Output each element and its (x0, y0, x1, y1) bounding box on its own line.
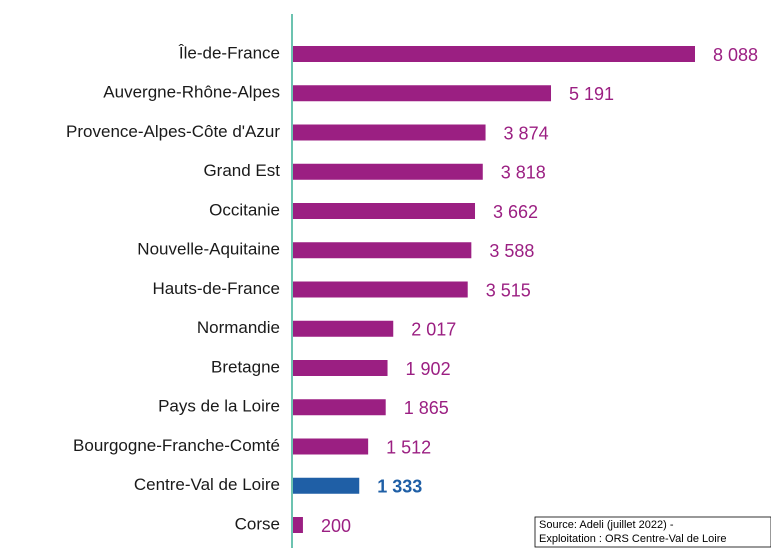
bar (293, 46, 695, 62)
bar (293, 399, 386, 416)
value-label: 5 191 (569, 84, 614, 104)
source-line: Source: Adeli (juillet 2022) - (539, 519, 674, 531)
value-label: 1 865 (404, 398, 449, 418)
value-label: 1 902 (406, 359, 451, 379)
bar (293, 163, 483, 180)
value-label: 3 818 (501, 163, 546, 183)
bar (293, 320, 394, 337)
value-label: 1 512 (386, 437, 431, 457)
category-label: Grand Est (203, 161, 280, 180)
bar (293, 85, 552, 102)
bar (293, 517, 303, 533)
source-box (534, 516, 771, 548)
bar (293, 124, 486, 141)
category-label: Provence-Alpes-Côte d'Azur (66, 122, 280, 141)
category-label: Normandie (197, 318, 280, 337)
category-label: Nouvelle-Aquitaine (137, 240, 280, 259)
bar (293, 242, 472, 259)
category-label: Bourgogne-Franche-Comté (73, 436, 280, 455)
source-line: Exploitation : ORS Centre-Val de Loire (539, 533, 727, 545)
value-label: 3 515 (486, 280, 531, 300)
bar (293, 281, 468, 298)
category-label: Corse (235, 514, 280, 533)
category-label: Auvergne-Rhône-Alpes (103, 83, 280, 102)
category-label: Centre-Val de Loire (134, 475, 280, 494)
value-label: 2 017 (411, 320, 456, 340)
category-label: Bretagne (211, 357, 280, 376)
bar (293, 360, 388, 376)
value-label: 200 (321, 516, 351, 536)
bar (293, 477, 360, 494)
value-label: 1 333 (377, 477, 422, 497)
bar (293, 438, 369, 455)
category-label: Hauts-de-France (152, 279, 280, 298)
category-label: Occitanie (209, 200, 280, 219)
category-label: Île-de-France (178, 43, 280, 62)
value-label: 3 588 (489, 241, 534, 261)
value-label: 3 874 (504, 123, 549, 143)
value-label: 3 662 (493, 202, 538, 222)
value-label: 8 088 (713, 45, 758, 65)
bar (293, 203, 476, 219)
category-label: Pays de la Loire (158, 397, 280, 416)
